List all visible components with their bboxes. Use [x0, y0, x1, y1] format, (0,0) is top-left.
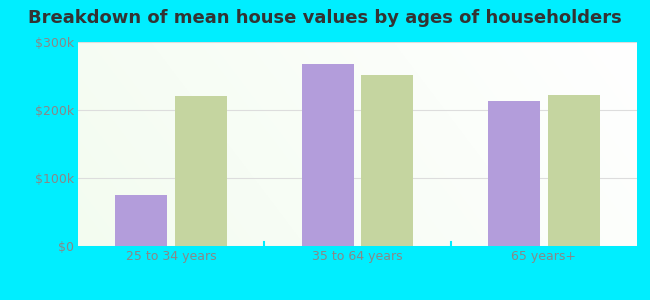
Bar: [361, 75, 413, 246]
Bar: [175, 96, 227, 246]
Bar: [115, 195, 168, 246]
Bar: [302, 64, 354, 246]
Legend: Woodburn, Kentucky: Woodburn, Kentucky: [250, 298, 465, 300]
Text: Breakdown of mean house values by ages of householders: Breakdown of mean house values by ages o…: [28, 9, 622, 27]
Bar: [488, 101, 540, 246]
Bar: [547, 95, 600, 246]
